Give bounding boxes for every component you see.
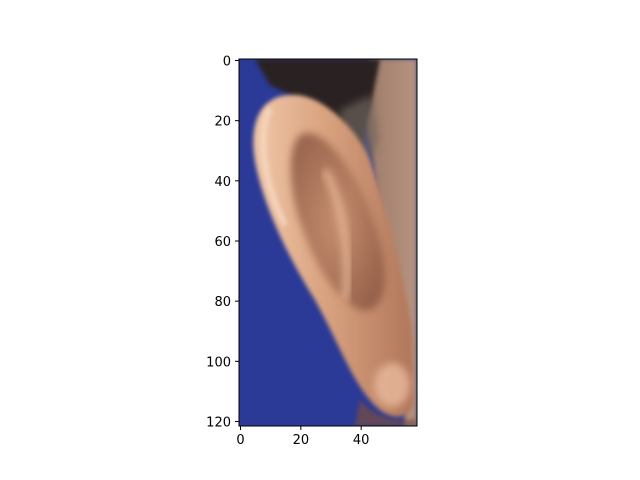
y-axis: 0 20 40 60 80 100 120 (206, 55, 239, 430)
y-tick-label: 80 (214, 295, 231, 310)
y-tick-label: 40 (214, 175, 231, 190)
axes-frame (238, 58, 418, 427)
x-tick-label: 20 (293, 433, 310, 448)
y-tick-label: 100 (206, 355, 231, 370)
y-tick-label: 0 (223, 55, 231, 70)
y-tick-label: 120 (206, 415, 231, 430)
y-tick-label: 20 (214, 115, 231, 130)
x-tick-label: 40 (353, 433, 370, 448)
x-axis: 0 20 40 (236, 426, 369, 448)
x-tick-label: 0 (236, 433, 244, 448)
y-tick-label: 60 (214, 235, 231, 250)
ear-image (239, 59, 417, 426)
